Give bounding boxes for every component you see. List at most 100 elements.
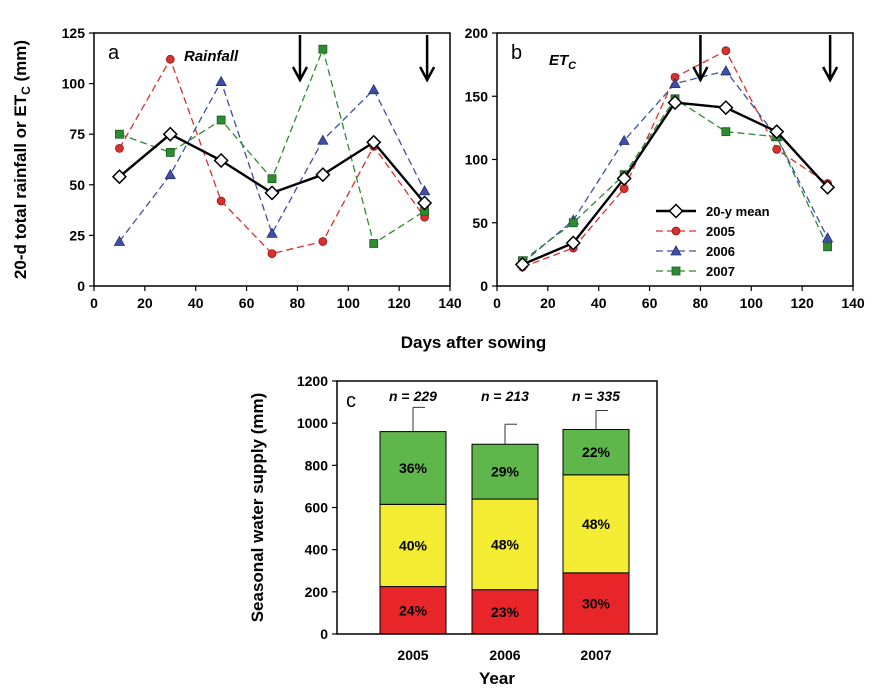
y-tick-label: 800	[305, 457, 329, 473]
arrow-0-head	[291, 66, 309, 83]
segment-label: 40%	[399, 537, 428, 553]
data-point-2007	[318, 44, 328, 54]
panel-b-etc: 0 20 40 60 80 100 120 140 0 50 100 150 200 b ETC 20-…	[465, 25, 865, 311]
panel-b-arrows	[692, 35, 839, 83]
panel-a-letter: a	[108, 42, 120, 64]
y-tick-label: 400	[305, 542, 329, 558]
arrow-1-head	[822, 66, 839, 83]
legend-marker-2006	[670, 245, 682, 256]
y-tick-label: 50	[472, 215, 488, 231]
y-tick-label: 200	[305, 584, 329, 600]
series-line-2005	[118, 57, 426, 255]
arrow-1	[419, 35, 436, 83]
y-tick-label: 0	[320, 626, 328, 642]
data-point-2005	[165, 54, 175, 64]
legend-label: 2006	[706, 244, 735, 259]
x-tick-label: 60	[642, 295, 658, 311]
bar-segment-2007-2	[562, 428, 630, 476]
panel-c-letter: c	[346, 390, 356, 412]
data-point-2006	[720, 65, 732, 76]
data-point-2005	[721, 46, 731, 56]
data-point-20-y-mean	[315, 167, 331, 183]
data-point-2006	[215, 75, 227, 86]
segment-label: 30%	[582, 595, 611, 611]
data-point-2006	[164, 168, 176, 180]
data-point-20-y-mean	[264, 185, 280, 201]
data-point-2006	[368, 83, 380, 95]
legend-label: 2005	[706, 224, 735, 239]
n-label: n = 229	[389, 388, 437, 404]
y-tick-label: 150	[465, 88, 489, 104]
data-point-20-y-mean	[213, 152, 229, 169]
series-line-2006	[118, 79, 426, 242]
data-point-20-y-mean	[111, 169, 127, 185]
segment-label: 23%	[491, 604, 520, 620]
panel-a-series	[111, 44, 433, 259]
y-tick-label: 600	[305, 500, 329, 516]
y-tick-label: 25	[69, 227, 85, 243]
y-tick-label: 0	[480, 278, 488, 294]
data-point-2007	[115, 129, 124, 139]
x-tick-label: 20	[137, 295, 153, 311]
data-point-2005	[216, 196, 226, 206]
data-point-2007	[568, 218, 578, 228]
y-axis-label-main: 20-d total rainfall or ET	[11, 94, 30, 279]
data-point-2006	[669, 77, 681, 88]
x-tick-label: 140	[841, 295, 865, 311]
panel-a-plot-area	[93, 32, 451, 287]
series-line-20-y-mean	[521, 101, 829, 266]
legend-label: 2007	[706, 264, 735, 279]
bar-segment-2005-0	[379, 586, 447, 635]
segment-label: 29%	[491, 464, 520, 480]
legend-marker-2005	[671, 226, 681, 236]
data-point-2006	[266, 227, 278, 238]
x-tick-label: 140	[438, 295, 462, 311]
data-point-2006	[113, 235, 126, 246]
panel-c-x-axis-label: Year	[479, 669, 515, 688]
n-label-eq: =	[398, 388, 414, 404]
x-tick-label: 0	[90, 295, 98, 311]
x-tick-label: 80	[693, 295, 709, 311]
n-label-prefix: n	[481, 388, 490, 404]
x-tick-label: 0	[493, 295, 501, 311]
data-point-20-y-mean	[162, 126, 178, 142]
arrow-1	[822, 35, 839, 83]
panel-ab-y-axis-label: 20-d total rainfall or ETC (mm)	[11, 40, 33, 279]
x-tick-label: 20	[540, 295, 556, 311]
data-point-20-y-mean	[667, 95, 683, 111]
data-point-2006	[418, 185, 431, 196]
x-tick-label: 2006	[489, 647, 520, 663]
legend-label: 20-y mean	[706, 204, 770, 219]
panel-a-rainfall: 0 20 40 60 80 100 120 140 0 25 50 75 100 125 a Rainfa…	[62, 25, 462, 311]
x-tick-label: 100	[740, 295, 764, 311]
data-point-20-y-mean	[820, 179, 836, 195]
data-point-2006	[317, 134, 329, 145]
panel-b-letter: b	[511, 42, 522, 64]
x-tick-label: 60	[239, 295, 255, 311]
series-line-2007	[119, 47, 425, 245]
n-label-value: 335	[597, 388, 621, 404]
panel-c-bars: 24% 40% 36% n = 229 23% 48% 29% n = 213 30% 48% 22…	[379, 388, 630, 635]
y-tick-label: 100	[465, 152, 489, 168]
n-label-value: 229	[413, 388, 438, 404]
panel-b-annotation-sub: C	[568, 60, 577, 72]
y-tick-label: 50	[69, 177, 85, 193]
x-tick-label: 80	[290, 295, 306, 311]
segment-label: 36%	[399, 460, 428, 476]
x-tick-label: 40	[591, 295, 607, 311]
y-axis-label-sub: C	[19, 86, 33, 95]
panel-b-ticks: 0 20 40 60 80 100 120 140 0 50 100 150 200	[465, 25, 865, 311]
bar-segment-2005-1	[379, 503, 447, 588]
panel-a-ticks: 0 20 40 60 80 100 120 140 0 25 50 75 100 125	[62, 25, 462, 311]
segment-label: 24%	[399, 602, 428, 618]
panel-c-water-supply: 24% 40% 36% n = 229 23% 48% 29% n = 213 30% 48% 22…	[248, 373, 658, 688]
n-label-eq: =	[581, 388, 597, 404]
y-tick-label: 0	[77, 278, 85, 294]
data-point-2005	[318, 237, 328, 246]
y-tick-label: 1000	[297, 415, 328, 431]
panel-b-legend: 20-y mean 2005 2006 2007	[656, 203, 770, 279]
n-label-prefix: n	[572, 388, 581, 404]
data-point-20-y-mean	[514, 256, 530, 273]
y-tick-label: 200	[465, 25, 489, 41]
